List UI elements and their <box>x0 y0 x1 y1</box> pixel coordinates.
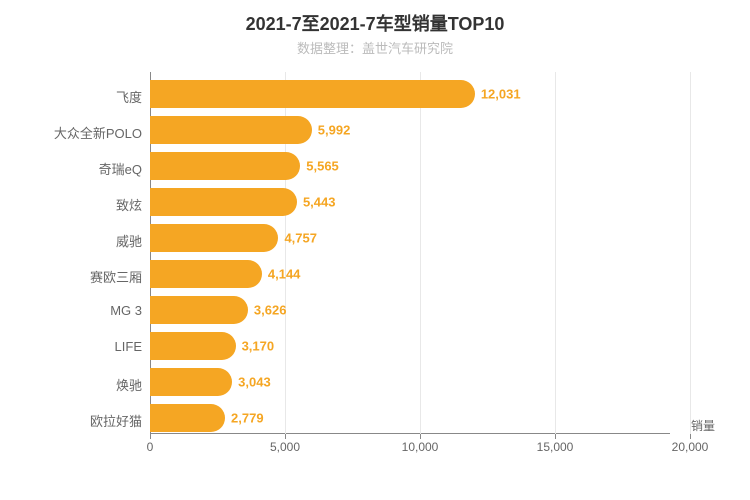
bar: 5,565 <box>150 152 300 180</box>
bar-row: 威驰4,757 <box>150 224 278 252</box>
x-tick-label: 5,000 <box>270 440 300 454</box>
bar-row: 飞度12,031 <box>150 80 475 108</box>
category-label: LIFE <box>22 339 142 354</box>
grid-line <box>555 72 556 434</box>
value-label: 4,144 <box>268 267 301 282</box>
bar-row: LIFE3,170 <box>150 332 236 360</box>
bar: 4,144 <box>150 260 262 288</box>
bar: 3,626 <box>150 296 248 324</box>
category-label: 欧拉好猫 <box>22 411 142 430</box>
chart-container: 2021-7至2021-7车型销量TOP10 数据整理：盖世汽车研究院 飞度12… <box>0 0 750 500</box>
value-label: 2,779 <box>231 411 264 426</box>
category-label: 飞度 <box>22 87 142 106</box>
bar-row: MG 33,626 <box>150 296 248 324</box>
value-label: 5,992 <box>318 123 351 138</box>
chart-subtitle: 数据整理：盖世汽车研究院 <box>20 38 730 57</box>
value-label: 4,757 <box>284 231 317 246</box>
x-tick-label: 15,000 <box>537 440 574 454</box>
value-label: 12,031 <box>481 87 521 102</box>
x-tick <box>285 434 286 439</box>
bar: 5,992 <box>150 116 312 144</box>
value-label: 5,565 <box>306 159 339 174</box>
bar-row: 奇瑞eQ5,565 <box>150 152 300 180</box>
chart-title: 2021-7至2021-7车型销量TOP10 <box>20 10 730 36</box>
x-tick <box>555 434 556 439</box>
x-tick-label: 10,000 <box>402 440 439 454</box>
category-label: 致炫 <box>22 195 142 214</box>
value-label: 3,170 <box>242 339 275 354</box>
bar: 3,170 <box>150 332 236 360</box>
value-label: 5,443 <box>303 195 336 210</box>
bar-row: 焕驰3,043 <box>150 368 232 396</box>
x-tick <box>420 434 421 439</box>
value-label: 3,626 <box>254 303 287 318</box>
value-label: 3,043 <box>238 375 271 390</box>
grid-line <box>690 72 691 434</box>
category-label: 赛欧三厢 <box>22 267 142 286</box>
bar-row: 赛欧三厢4,144 <box>150 260 262 288</box>
plot-area: 飞度12,031 大众全新POLO5,992 奇瑞eQ5,565 致炫5,443 威驰4… <box>150 72 670 462</box>
bar: 3,043 <box>150 368 232 396</box>
x-tick-label: 0 <box>147 440 154 454</box>
category-label: 大众全新POLO <box>22 123 142 142</box>
bar-row: 大众全新POLO5,992 <box>150 116 312 144</box>
grid-line <box>420 72 421 434</box>
x-tick-label: 20,000 <box>672 440 709 454</box>
x-axis-label: 销量 <box>691 417 715 434</box>
bar: 2,779 <box>150 404 225 432</box>
category-label: 焕驰 <box>22 375 142 394</box>
x-axis-ticks: 05,00010,00015,00020,000 <box>150 434 670 462</box>
bar: 12,031 <box>150 80 475 108</box>
x-tick <box>690 434 691 439</box>
bar-row: 欧拉好猫2,779 <box>150 404 225 432</box>
bar: 5,443 <box>150 188 297 216</box>
x-tick <box>150 434 151 439</box>
bar-row: 致炫5,443 <box>150 188 297 216</box>
bar: 4,757 <box>150 224 278 252</box>
category-label: MG 3 <box>22 303 142 318</box>
category-label: 奇瑞eQ <box>22 159 142 178</box>
category-label: 威驰 <box>22 231 142 250</box>
